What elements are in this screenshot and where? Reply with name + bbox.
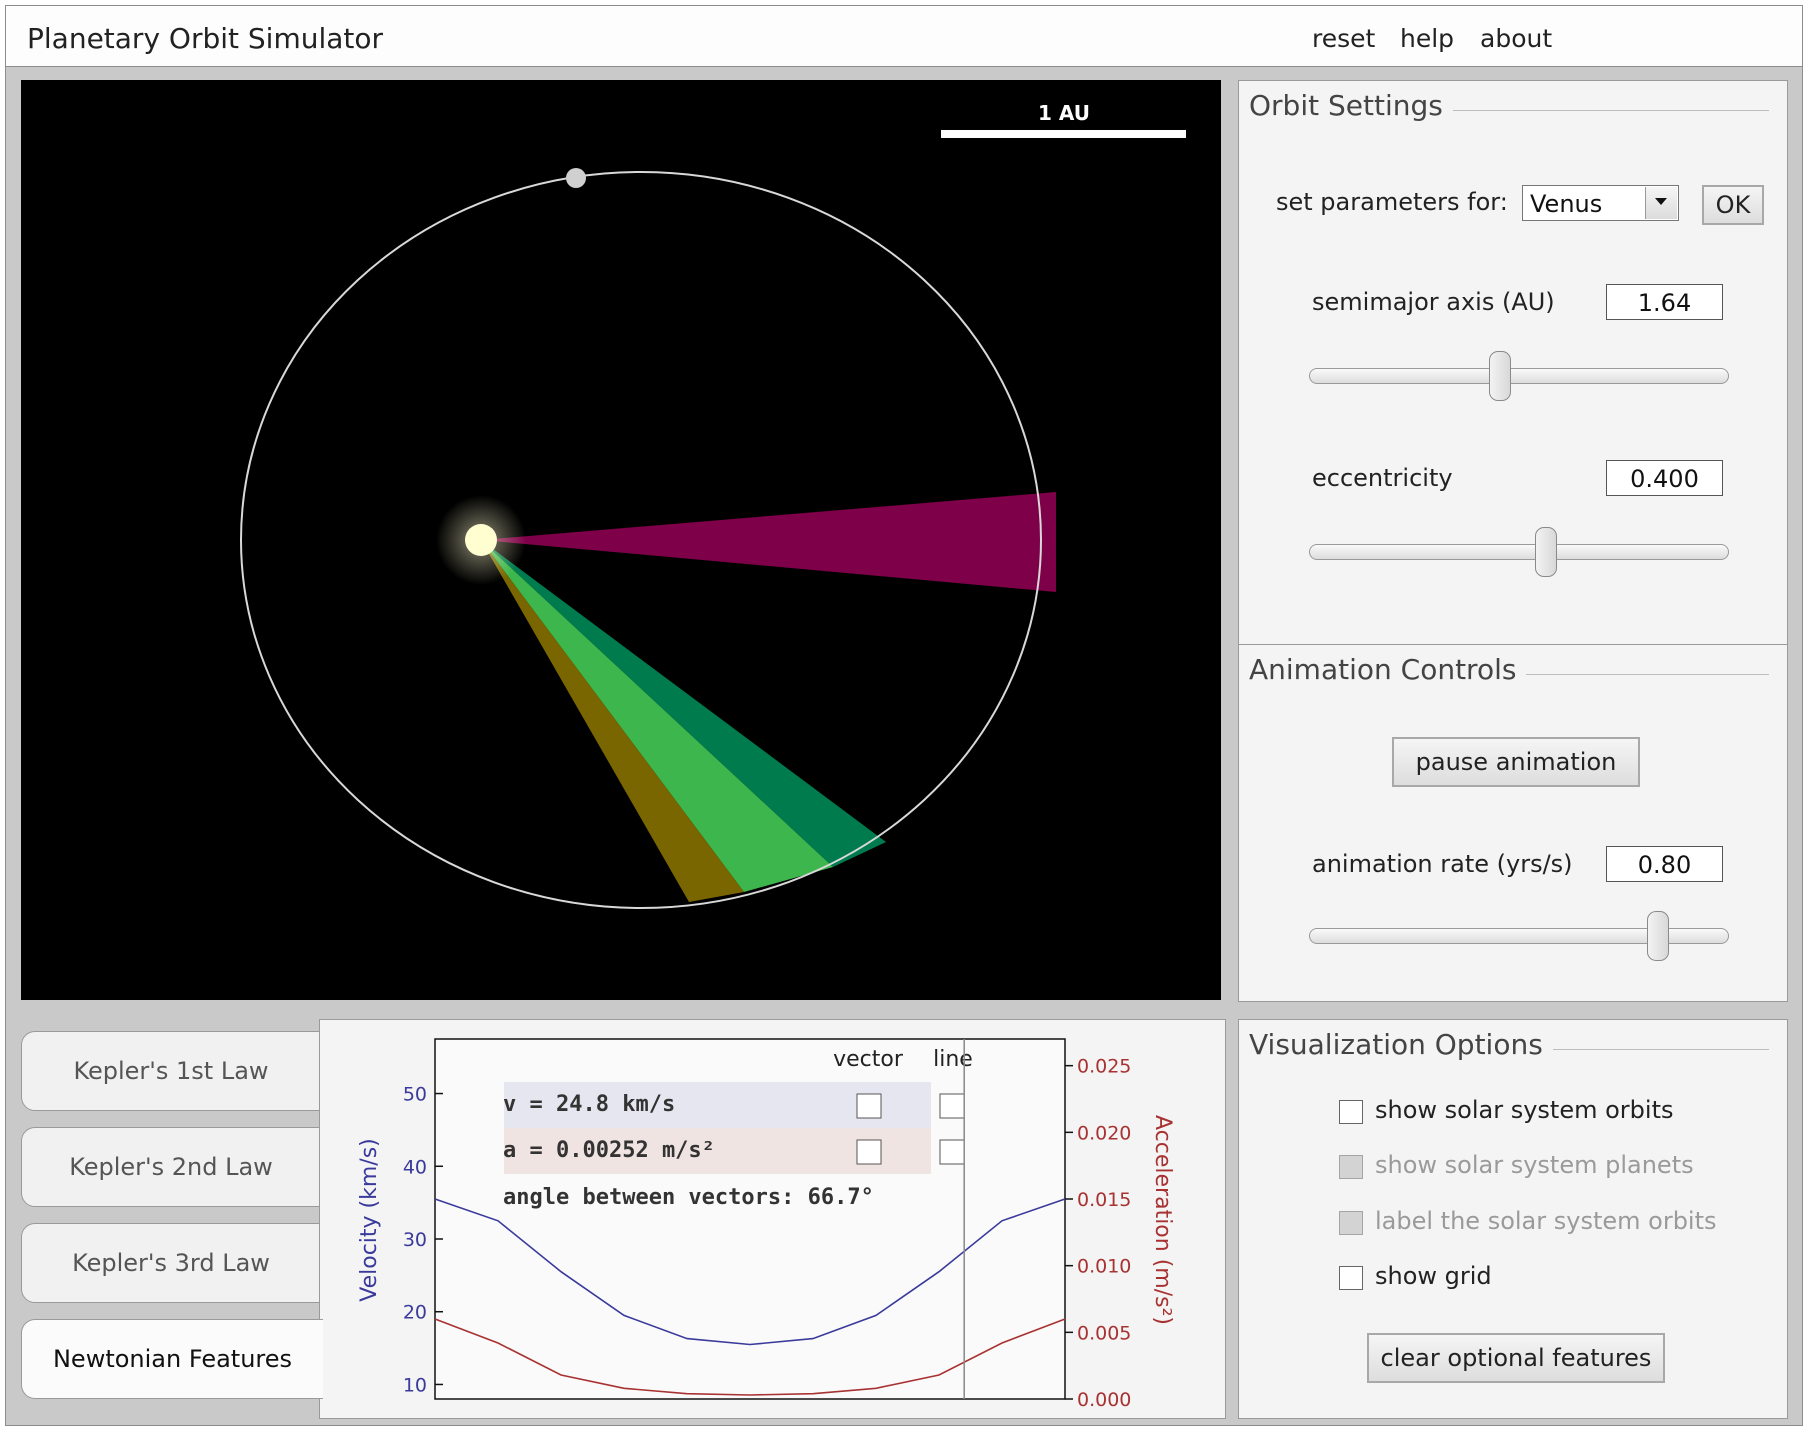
- show-planets-checkbox[interactable]: [1339, 1155, 1363, 1179]
- acceleration-axis-label: Acceleration (m/s²): [1150, 1115, 1175, 1325]
- swept-area-olive: [481, 540, 744, 902]
- animation-rate-label: animation rate (yrs/s): [1312, 850, 1573, 878]
- animation-rate-input[interactable]: 0.80: [1606, 846, 1723, 882]
- set-parameters-label: set parameters for:: [1276, 188, 1508, 216]
- acceleration-tick-label: 0.015: [1077, 1189, 1131, 1211]
- velocity-line-checkbox[interactable]: [939, 1093, 965, 1119]
- visualization-options-panel: Visualization Options show solar system …: [1238, 1019, 1788, 1419]
- velocity-curve: [434, 1198, 1066, 1346]
- eccentricity-label: eccentricity: [1312, 464, 1453, 492]
- velocity-readout: v = 24.8 km/s: [503, 1092, 676, 1117]
- show-orbits-label: show solar system orbits: [1375, 1096, 1674, 1124]
- option-label-orbits[interactable]: label the solar system orbits: [1339, 1207, 1759, 1243]
- velocity-tick-label: 50: [403, 1084, 427, 1106]
- show-grid-label: show grid: [1375, 1262, 1492, 1290]
- planet[interactable]: [566, 168, 586, 188]
- tab-keplers-3rd-law[interactable]: Kepler's 3rd Law: [21, 1223, 321, 1303]
- tab-keplers-2nd-law[interactable]: Kepler's 2nd Law: [21, 1127, 321, 1207]
- acceleration-tick-label: 0.020: [1077, 1122, 1131, 1144]
- eccentricity-slider-thumb[interactable]: [1535, 527, 1558, 577]
- help-link[interactable]: help: [1400, 24, 1455, 53]
- planet-select[interactable]: Venus: [1522, 185, 1679, 221]
- label-orbits-label: label the solar system orbits: [1375, 1207, 1717, 1235]
- reset-link[interactable]: reset: [1312, 24, 1376, 53]
- scale-bar-label: 1 AU: [1038, 101, 1090, 125]
- eccentricity-slider[interactable]: [1309, 527, 1729, 577]
- swept-area-magenta: [481, 492, 1056, 592]
- animation-rate-slider-thumb[interactable]: [1646, 911, 1669, 961]
- orbit-settings-panel: Orbit Settings set parameters for: Venus…: [1238, 80, 1788, 647]
- newtonian-features-panel: vector line 50 40 30 20 10 0.025 0.020 0.015 0.0…: [319, 1019, 1226, 1419]
- tab-keplers-1st-law[interactable]: Kepler's 1st Law: [21, 1031, 321, 1111]
- semimajor-axis-slider[interactable]: [1309, 351, 1729, 401]
- pause-animation-button[interactable]: pause animation: [1392, 737, 1640, 787]
- visualization-options-title: Visualization Options: [1249, 1028, 1553, 1061]
- vector-column-header: vector: [833, 1047, 904, 1072]
- show-planets-label: show solar system planets: [1375, 1151, 1694, 1179]
- orbit-view[interactable]: 1 AU: [21, 80, 1221, 1000]
- app-title: Planetary Orbit Simulator: [27, 22, 384, 55]
- animation-controls-title: Animation Controls: [1249, 653, 1527, 686]
- animation-controls-panel: Animation Controls pause animation anima…: [1238, 644, 1788, 1002]
- acceleration-line-checkbox[interactable]: [939, 1139, 965, 1165]
- title-bar: Planetary Orbit Simulator reset help abo…: [6, 6, 1802, 67]
- orbit-settings-title: Orbit Settings: [1249, 89, 1453, 122]
- option-show-planets[interactable]: show solar system planets: [1339, 1151, 1759, 1187]
- acceleration-vector-checkbox[interactable]: [856, 1139, 882, 1165]
- velocity-tick-label: 30: [403, 1229, 427, 1251]
- acceleration-readout: a = 0.00252 m/s²: [503, 1138, 715, 1163]
- ok-button[interactable]: OK: [1702, 185, 1764, 225]
- planet-select-value: Venus: [1530, 190, 1603, 218]
- app-window: Planetary Orbit Simulator reset help abo…: [5, 5, 1803, 1426]
- chevron-down-icon[interactable]: [1645, 187, 1677, 219]
- show-orbits-checkbox[interactable]: [1339, 1100, 1363, 1124]
- acceleration-tick-label: 0.005: [1077, 1322, 1131, 1344]
- velocity-tick-label: 10: [403, 1374, 427, 1396]
- velocity-vector-checkbox[interactable]: [856, 1093, 882, 1119]
- clear-optional-features-button[interactable]: clear optional features: [1367, 1333, 1665, 1383]
- option-show-grid[interactable]: show grid: [1339, 1262, 1759, 1298]
- option-show-orbits[interactable]: show solar system orbits: [1339, 1096, 1759, 1132]
- orbit-canvas: 1 AU: [240, 101, 1186, 909]
- semimajor-axis-slider-thumb[interactable]: [1489, 351, 1512, 401]
- orbit-path: [240, 171, 1042, 909]
- semimajor-axis-input[interactable]: 1.64: [1606, 284, 1723, 320]
- velocity-acceleration-chart: vector line 50 40 30 20 10 0.025 0.020 0.015 0.0…: [357, 1038, 1175, 1411]
- semimajor-axis-label: semimajor axis (AU): [1312, 288, 1555, 316]
- acceleration-tick-label: 0.025: [1077, 1056, 1131, 1078]
- label-orbits-checkbox[interactable]: [1339, 1211, 1363, 1235]
- velocity-tick-label: 40: [403, 1156, 427, 1178]
- eccentricity-input[interactable]: 0.400: [1606, 460, 1723, 496]
- acceleration-curve: [434, 1318, 1066, 1396]
- animation-rate-slider[interactable]: [1309, 911, 1729, 961]
- acceleration-tick-label: 0.010: [1077, 1256, 1131, 1278]
- sun: [465, 524, 497, 556]
- show-grid-checkbox[interactable]: [1339, 1266, 1363, 1290]
- acceleration-tick-label: 0.000: [1077, 1389, 1131, 1411]
- velocity-axis-label: Velocity (km/s): [357, 1138, 382, 1302]
- tab-newtonian-features[interactable]: Newtonian Features: [21, 1319, 323, 1399]
- about-link[interactable]: about: [1480, 24, 1553, 53]
- scale-bar: [941, 130, 1186, 138]
- swept-area-green: [481, 540, 833, 892]
- velocity-tick-label: 20: [403, 1302, 427, 1324]
- angle-readout: angle between vectors: 66.7°: [503, 1185, 874, 1210]
- swept-area-dark-green: [481, 540, 886, 867]
- line-column-header: line: [933, 1047, 973, 1072]
